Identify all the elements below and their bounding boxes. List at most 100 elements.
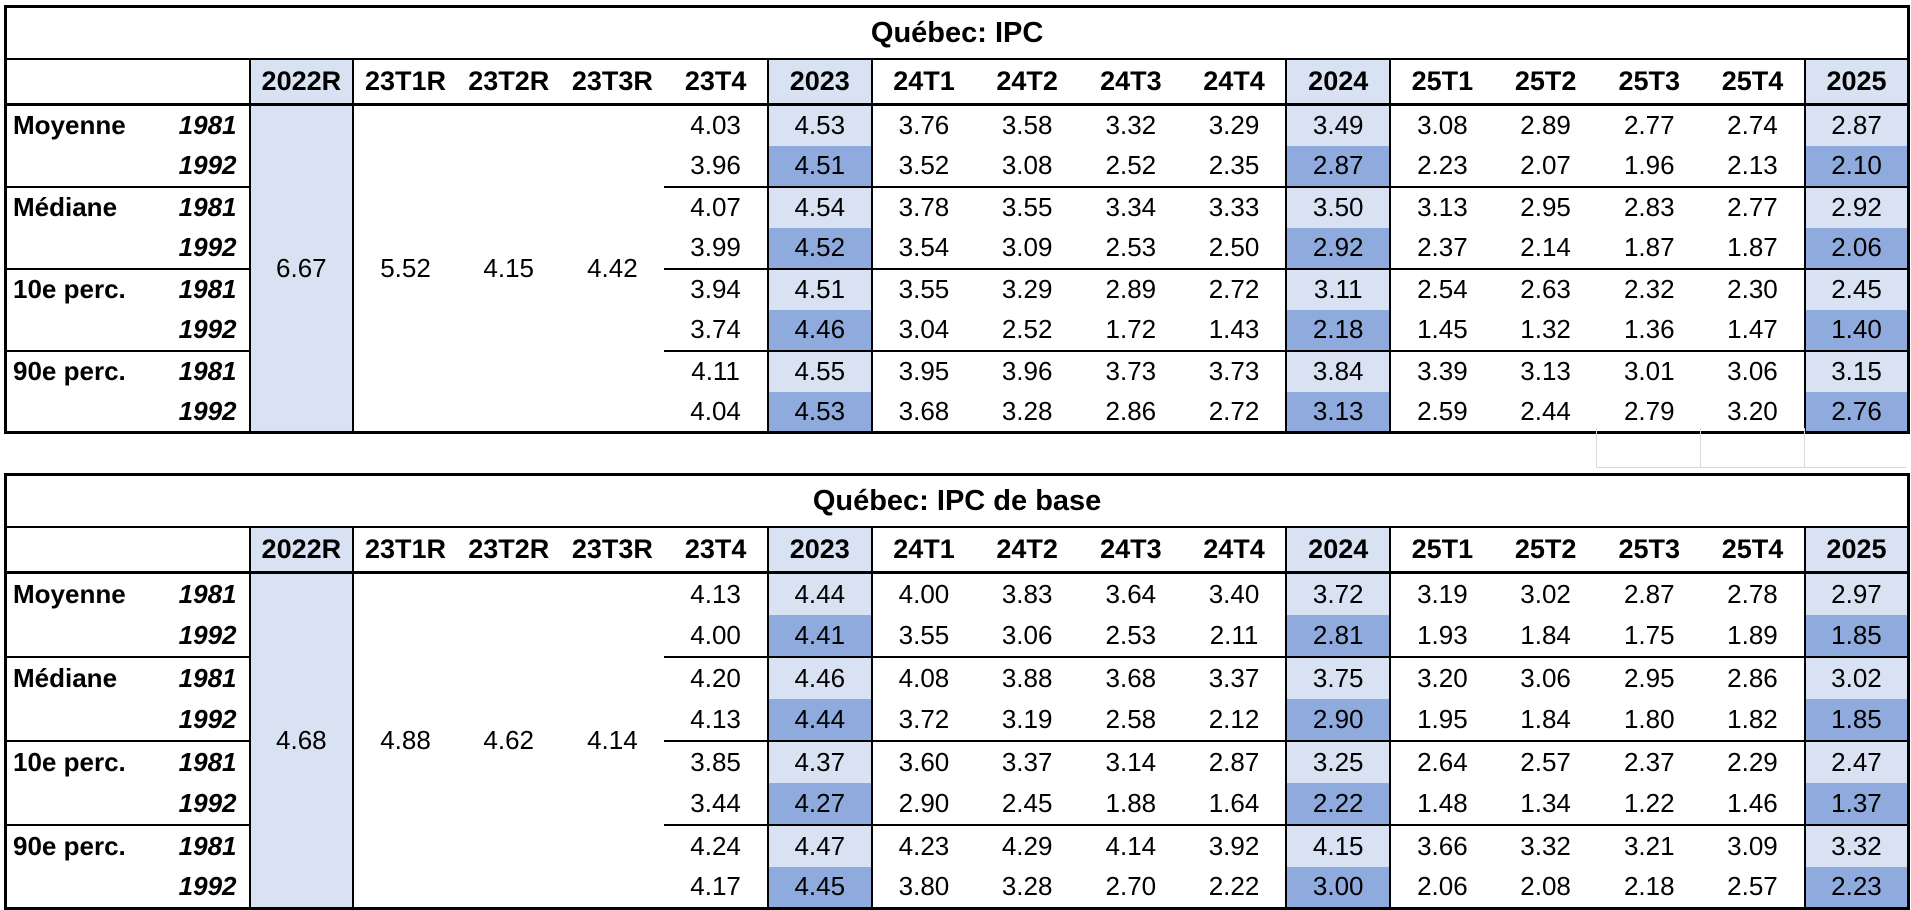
value-cell: 3.29: [1208, 110, 1260, 141]
column-header-24T1: 24T1: [871, 527, 976, 574]
gridline-artifact-vertical: [1804, 428, 1805, 468]
column-header-25T4: 25T4: [1701, 59, 1805, 106]
column-header-2024: 2024: [1285, 527, 1392, 574]
value-cell: 4.55: [766, 350, 873, 392]
table-title: Québec: IPC de base: [5, 474, 1909, 528]
row-label: Moyenne: [13, 578, 126, 609]
table-row: 1992 3.44 4.27 2.90 2.45 1.88 1.64 2.22 1.48 1.34…: [5, 782, 1910, 826]
value-cell: 4.53: [766, 391, 873, 433]
value-cell: 4.11: [691, 356, 740, 386]
table-title: Québec: IPC: [5, 6, 1909, 60]
column-header-2023: 2023: [766, 527, 873, 574]
value-cell: 2.92: [1285, 227, 1392, 270]
value-cell: 2.95: [1623, 662, 1675, 693]
value-cell: 2.83: [1623, 192, 1675, 222]
revision-cell: 4.88: [380, 725, 431, 755]
value-cell: 2.32: [1623, 274, 1675, 304]
table-ipc: Québec: IPC 2022R 23T1R 23T2R 23T3R 23T4 2023…: [4, 5, 1911, 434]
value-cell: 2.76: [1803, 391, 1910, 433]
value-cell: 2.08: [1520, 871, 1571, 902]
value-cell: 3.32: [1520, 830, 1571, 861]
column-header-2025: 2025: [1803, 527, 1910, 574]
table-row: 1992 4.17 4.45 3.80 3.28 2.70 2.22 3.00 2.06 2.08…: [6, 866, 1910, 909]
column-header-24T4: 24T4: [1182, 59, 1287, 106]
value-cell: 3.19: [1417, 578, 1468, 609]
value-cell: 2.59: [1417, 395, 1468, 426]
value-cell: 2.47: [1803, 740, 1910, 783]
row-label: [5, 309, 152, 352]
value-cell: 3.01: [1623, 356, 1675, 386]
value-cell: 2.77: [1727, 192, 1778, 222]
year-label: 1992: [151, 227, 250, 270]
value-cell: 1.34: [1493, 782, 1598, 826]
value-cell: 3.55: [898, 274, 950, 304]
value-cell: 2.87: [1803, 104, 1910, 146]
column-header-24T3: 24T3: [1079, 527, 1183, 574]
value-cell: 3.85: [690, 746, 741, 777]
value-cell: 1.72: [1079, 309, 1183, 352]
value-cell: 3.92: [1208, 830, 1260, 861]
year-label: 1992: [151, 614, 250, 658]
value-cell: 4.20: [690, 662, 741, 693]
column-header-23T2R: 23T2R: [456, 527, 561, 574]
value-cell: 4.00: [898, 578, 950, 609]
value-cell: 3.08: [975, 145, 1079, 188]
value-cell: 3.64: [1105, 578, 1157, 609]
value-cell: 3.99: [664, 227, 768, 270]
table-row: Médiane 1981 4.20 4.46 4.08 3.88 3.68 3.37 3.75 3…: [6, 656, 1910, 699]
value-cell: 2.23: [1390, 145, 1494, 188]
value-cell: 1.45: [1390, 309, 1494, 352]
value-cell: 4.29: [1001, 830, 1053, 861]
value-cell: 3.60: [898, 746, 950, 777]
table-row: 90e perc. 1981 4.11 4.55 3.95 3.96 3.73 3.73 3.8…: [6, 350, 1910, 392]
year-label: 1992: [151, 782, 250, 826]
value-cell: 2.06: [1417, 871, 1468, 902]
value-cell: 1.46: [1701, 782, 1805, 826]
value-cell: 2.18: [1285, 309, 1392, 352]
value-cell: 4.53: [766, 104, 873, 146]
value-cell: 3.52: [871, 145, 976, 188]
revision-cell: 4.15: [483, 253, 535, 283]
value-cell: 3.68: [1105, 662, 1157, 693]
value-cell: 1.75: [1597, 614, 1702, 658]
value-cell: 2.63: [1520, 274, 1571, 304]
value-cell: 4.52: [766, 227, 873, 270]
value-cell: 3.96: [1001, 356, 1053, 386]
value-cell: 3.50: [1285, 186, 1392, 228]
value-cell: 3.13: [1285, 391, 1392, 433]
value-cell: 2.78: [1727, 578, 1778, 609]
value-cell: 3.06: [1727, 356, 1778, 386]
table-row: 1992 3.99 4.52 3.54 3.09 2.53 2.50 2.92 2.37 2.14…: [5, 227, 1910, 270]
year-label: 1992: [151, 145, 250, 188]
value-cell: 2.86: [1727, 662, 1778, 693]
value-cell: 2.23: [1803, 866, 1910, 909]
value-cell: 1.82: [1701, 698, 1805, 742]
table-row: 10e perc. 1981 3.85 4.37 3.60 3.37 3.14 2.87 3.2…: [6, 740, 1910, 783]
value-cell: 4.54: [766, 186, 873, 228]
value-cell: 1.87: [1597, 227, 1702, 270]
value-cell: 4.24: [690, 830, 741, 861]
gridline-artifact-vertical: [1700, 428, 1701, 468]
value-cell: 2.07: [1493, 145, 1598, 188]
value-cell: 2.06: [1803, 227, 1910, 270]
row-label: Moyenne: [13, 110, 126, 141]
value-cell: 1.88: [1079, 782, 1183, 826]
value-cell: 4.13: [690, 578, 741, 609]
year-label: 1981: [178, 110, 237, 141]
value-cell: 1.85: [1803, 698, 1910, 742]
value-cell: 3.94: [690, 274, 741, 304]
value-cell: 4.47: [766, 824, 873, 867]
value-cell: 2.89: [1520, 110, 1571, 141]
value-cell: 3.66: [1417, 830, 1468, 861]
value-cell: 2.87: [1208, 746, 1260, 777]
value-cell: 1.89: [1701, 614, 1805, 658]
column-header-25T2: 25T2: [1493, 59, 1598, 106]
value-cell: 2.37: [1390, 227, 1494, 270]
table-body: Moyenne 1981 4.68 4.88 4.62 4.14 4.13 4.44 4.00 3…: [5, 572, 1910, 909]
table-ipc-de-base: Québec: IPC de base 2022R 23T1R 23T2R 23T3R…: [4, 473, 1911, 910]
value-cell: 3.06: [975, 614, 1079, 658]
year-label: 1992: [178, 395, 237, 426]
year-label: 1981: [178, 662, 237, 693]
value-cell: 3.34: [1105, 192, 1157, 222]
value-cell: 1.43: [1182, 309, 1287, 352]
